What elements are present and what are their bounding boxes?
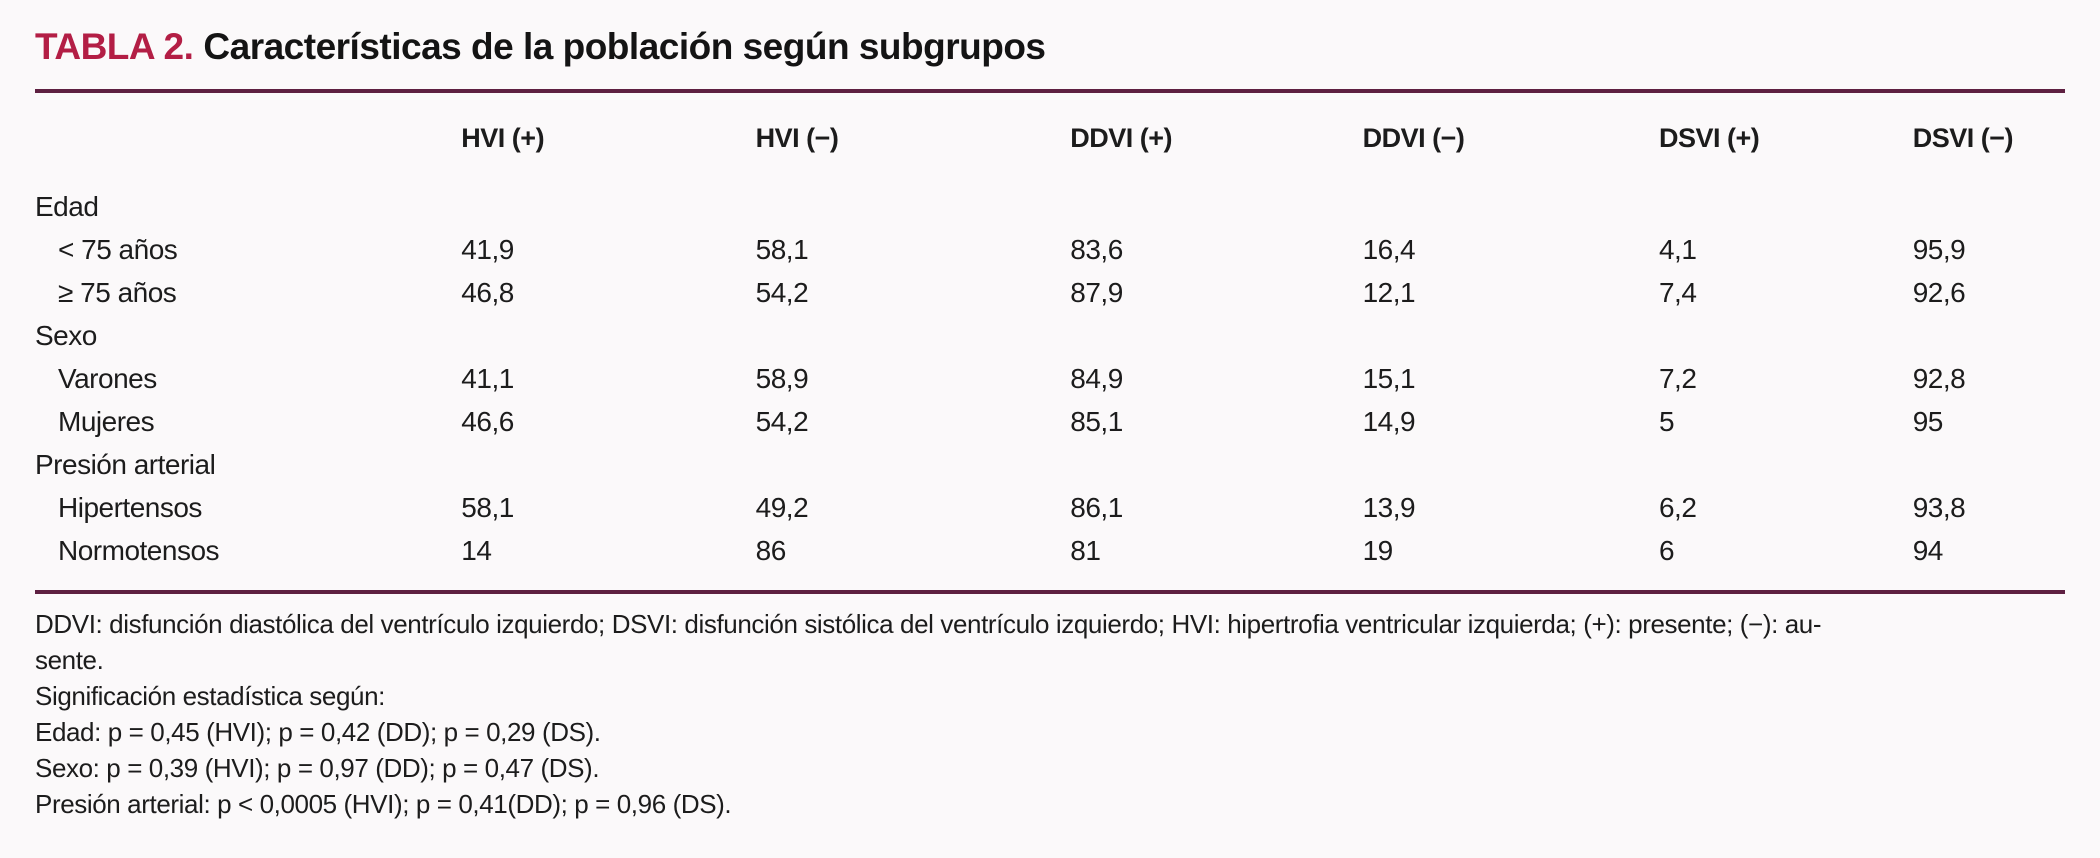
cell-value: 86 <box>755 534 787 566</box>
cell-value: 54,2 <box>755 405 809 437</box>
footnote-line: Significación estadística según: <box>35 681 385 711</box>
cell-value: 14,9 <box>1362 405 1416 437</box>
row-label: Hipertensos <box>58 491 202 523</box>
table-row: ≥ 75 años 46,8 54,2 87,9 12,1 7,4 92,6 <box>35 271 2065 314</box>
row-label: Edad <box>35 190 99 222</box>
cell-value: 85,1 <box>1070 405 1123 437</box>
cell-value <box>461 314 755 357</box>
row-label: Sexo <box>35 319 97 351</box>
cell-value: 7,4 <box>1658 276 1697 308</box>
row-label: Presión arterial <box>35 448 216 480</box>
cell-value <box>1659 443 1913 486</box>
cell-value: 12,1 <box>1362 276 1416 308</box>
table-header: HVI (+) HVI (−) DDVI (+) DDVI (−) DSVI (… <box>35 93 2065 171</box>
cell-value: 41,9 <box>461 233 514 265</box>
cell-value <box>461 443 755 486</box>
cell-value: 58,1 <box>461 491 514 523</box>
group-row: Sexo <box>35 314 2065 357</box>
cell-value: 84,9 <box>1070 362 1123 394</box>
bottom-rule <box>35 590 2065 594</box>
cell-value: 58,1 <box>755 233 809 265</box>
cell-value: 81 <box>1070 534 1101 566</box>
cell-value <box>1913 314 2065 357</box>
cell-value: 86,1 <box>1070 491 1123 523</box>
column-header-dsvi-pos: DSVI (+) <box>1658 123 1760 153</box>
row-label: Normotensos <box>58 534 220 566</box>
column-header-hvi-neg: HVI (−) <box>755 123 839 153</box>
cell-value: 14 <box>461 534 492 566</box>
table-row: < 75 años 41,9 58,1 83,6 16,4 4,1 95,9 <box>35 228 2065 271</box>
cell-value <box>756 443 1071 486</box>
cell-value: 49,2 <box>755 491 809 523</box>
cell-value: 41,1 <box>461 362 514 394</box>
cell-value: 95,9 <box>1912 233 1966 265</box>
cell-value: 94 <box>1912 534 1944 566</box>
cell-value: 15,1 <box>1362 362 1416 394</box>
footnote-line: Sexo: p = 0,39 (HVI); p = 0,97 (DD); p =… <box>35 753 600 783</box>
cell-value: 19 <box>1362 534 1394 566</box>
column-header-ddvi-pos: DDVI (+) <box>1070 123 1173 153</box>
row-label: Varones <box>58 362 157 394</box>
cell-value: 46,8 <box>461 276 514 308</box>
group-row: Presión arterial <box>35 443 2065 486</box>
table-row: Normotensos 14 86 81 19 6 94 <box>35 529 2065 590</box>
cell-value <box>1913 443 2065 486</box>
cell-value: 93,8 <box>1912 491 1966 523</box>
cell-value: 95 <box>1912 405 1944 437</box>
cell-value <box>756 171 1071 228</box>
column-header-hvi-pos: HVI (+) <box>461 123 545 153</box>
cell-value: 92,6 <box>1912 276 1966 308</box>
cell-value <box>1913 171 2065 228</box>
footnote-line: Edad: p = 0,45 (HVI); p = 0,42 (DD); p =… <box>35 717 601 747</box>
cell-value: 83,6 <box>1070 233 1123 265</box>
footnote-line: sente. <box>35 645 104 675</box>
table-content-area: TABLA 2. Características de la población … <box>35 0 2065 822</box>
row-label: < 75 años <box>58 233 178 265</box>
cell-value <box>1070 314 1362 357</box>
cell-value: 6 <box>1658 534 1675 566</box>
table-row: Hipertensos 58,1 49,2 86,1 13,9 6,2 93,8 <box>35 486 2065 529</box>
table-row: Mujeres 46,6 54,2 85,1 14,9 5 95 <box>35 400 2065 443</box>
table-title: TABLA 2. Características de la población … <box>35 26 2065 68</box>
cell-value: 87,9 <box>1070 276 1123 308</box>
header-row: HVI (+) HVI (−) DDVI (+) DDVI (−) DSVI (… <box>35 93 2065 171</box>
cell-value <box>1070 443 1362 486</box>
group-row: Edad <box>35 171 2065 228</box>
cell-value <box>756 314 1071 357</box>
table-title-text: Características de la población según su… <box>203 26 1046 67</box>
cell-value <box>1363 443 1659 486</box>
cell-value: 13,9 <box>1362 491 1416 523</box>
cell-value <box>1659 171 1913 228</box>
footnote-line: Presión arterial: p < 0,0005 (HVI); p = … <box>35 789 732 819</box>
row-label: Mujeres <box>58 405 155 437</box>
cell-value <box>1363 314 1659 357</box>
column-header-dsvi-neg: DSVI (−) <box>1912 123 2014 153</box>
population-characteristics-table: HVI (+) HVI (−) DDVI (+) DDVI (−) DSVI (… <box>35 93 2065 590</box>
cell-value: 7,2 <box>1658 362 1697 394</box>
footnote-line: DDVI: disfunción diastólica del ventrícu… <box>35 609 1822 639</box>
cell-value: 46,6 <box>461 405 514 437</box>
table-body: Edad < 75 años 41,9 58,1 83,6 16,4 4,1 95,9 ≥ 75… <box>35 171 2065 590</box>
cell-value: 4,1 <box>1658 233 1697 265</box>
table-footnotes: DDVI: disfunción diastólica del ventrícu… <box>35 594 2065 822</box>
row-label: ≥ 75 años <box>58 276 177 308</box>
cell-value <box>1363 171 1659 228</box>
table-row: Varones 41,1 58,9 84,9 15,1 7,2 92,8 <box>35 357 2065 400</box>
cell-value: 54,2 <box>755 276 809 308</box>
top-rule <box>35 89 2065 93</box>
cell-value: 16,4 <box>1362 233 1416 265</box>
cell-value: 92,8 <box>1912 362 1966 394</box>
cell-value: 58,9 <box>755 362 809 394</box>
header-empty-cell <box>35 93 461 171</box>
cell-value: 6,2 <box>1658 491 1697 523</box>
cell-value <box>461 171 755 228</box>
table-number-label: TABLA 2. <box>35 26 194 67</box>
cell-value: 5 <box>1658 405 1675 437</box>
column-header-ddvi-neg: DDVI (−) <box>1362 123 1465 153</box>
cell-value <box>1659 314 1913 357</box>
cell-value <box>1070 171 1362 228</box>
